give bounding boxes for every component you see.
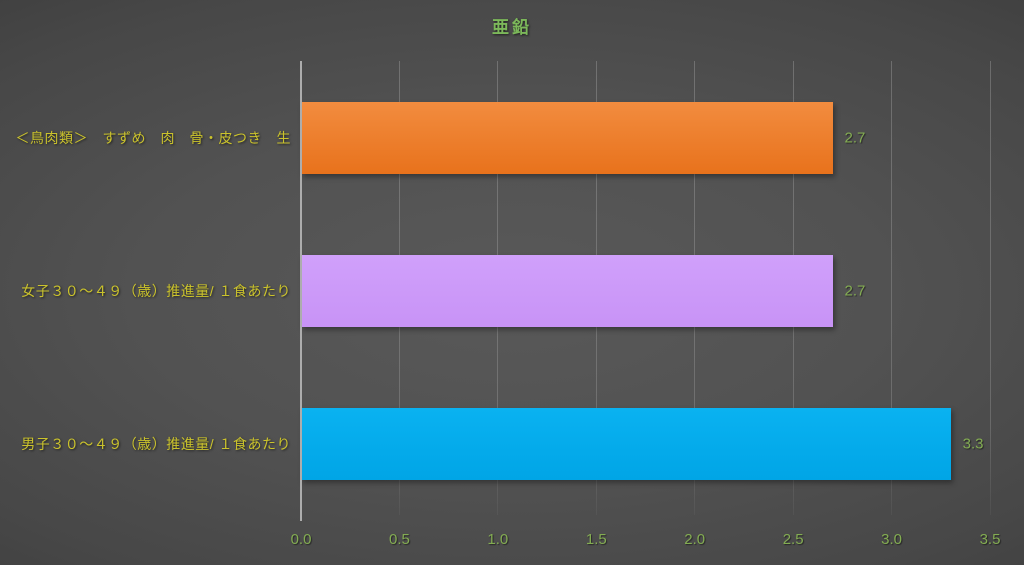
category-axis-labels: ＜鳥肉類＞ すずめ 肉 骨・皮つき 生女子３０～４９（歳）推進量/ １食あたり男… (0, 61, 291, 521)
x-tick-label: 2.5 (782, 531, 804, 548)
bar-value-label: 2.7 (844, 129, 866, 147)
x-tick-label: 1.0 (487, 531, 509, 548)
x-tick-label: 0.5 (388, 531, 410, 548)
x-tick-label: 3.0 (881, 531, 902, 548)
plot-area: 2.7 2.7 3.3 (300, 61, 991, 521)
bar-row: 2.7 (301, 214, 990, 367)
x-tick-label: 3.5 (979, 531, 1001, 548)
x-tick-label: 1.5 (585, 531, 607, 548)
gridline (989, 61, 991, 515)
bar-row: 3.3 (301, 368, 990, 521)
chart-title: 亜鉛 (492, 18, 532, 37)
y-axis-line (300, 61, 302, 521)
bar-value-label: 2.7 (844, 282, 866, 300)
category-label: 女子３０～４９（歳）推進量/ １食あたり (21, 282, 291, 299)
bar-row: 2.7 (301, 61, 990, 214)
gridline (891, 61, 893, 515)
bar (301, 101, 833, 174)
bar (301, 254, 833, 327)
x-tick-label: 0.0 (290, 531, 312, 548)
category-label: 男子３０～４９（歳）推進量/ １食あたり (21, 436, 291, 453)
x-tick-label: 2.0 (684, 531, 706, 548)
bar-value-label: 3.3 (962, 435, 984, 453)
x-axis-tick-labels: 0.0 0.5 1.0 1.5 2.0 2.5 3.0 3.5 (291, 531, 1001, 553)
bar (301, 408, 951, 481)
category-label: ＜鳥肉類＞ すずめ 肉 骨・皮つき 生 (15, 129, 291, 146)
